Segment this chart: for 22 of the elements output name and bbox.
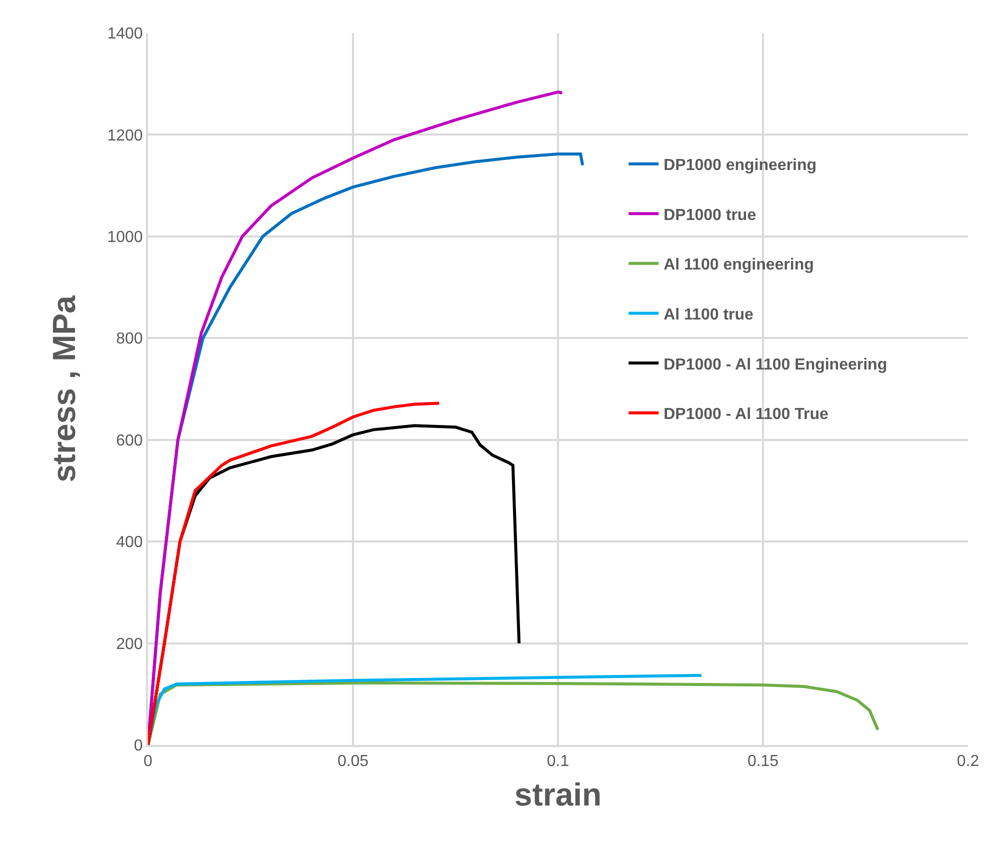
y-tick-label: 0 <box>134 738 143 755</box>
x-tick-label: 0.15 <box>747 753 779 770</box>
y-tick-label: 400 <box>116 534 143 552</box>
legend-label: Al 1100 engineering <box>664 256 814 274</box>
legend-label: DP1000 - Al 1100 True <box>664 406 829 424</box>
y-tick-label: 1400 <box>107 26 143 43</box>
legend-label: Al 1100 true <box>664 306 754 324</box>
y-axis-title: stress , MPa <box>46 295 82 482</box>
x-axis-title: strain <box>514 776 602 813</box>
x-tick-label: 0.1 <box>546 753 570 770</box>
y-tick-label: 200 <box>116 636 143 653</box>
y-tick-label: 800 <box>116 330 143 348</box>
y-tick-label: 600 <box>116 432 143 450</box>
legend-label: DP1000 engineering <box>664 157 817 174</box>
legend-label: DP1000 true <box>664 206 756 224</box>
x-tick-label: 0.05 <box>337 753 369 770</box>
line-series <box>148 402 441 745</box>
y-tick-label: 1200 <box>107 127 143 144</box>
legend-label: DP1000 - Al 1100 Engineering <box>664 356 888 374</box>
line-series <box>148 674 703 745</box>
x-tick-label: 0.2 <box>956 753 980 770</box>
y-tick-label: 1000 <box>107 229 143 246</box>
